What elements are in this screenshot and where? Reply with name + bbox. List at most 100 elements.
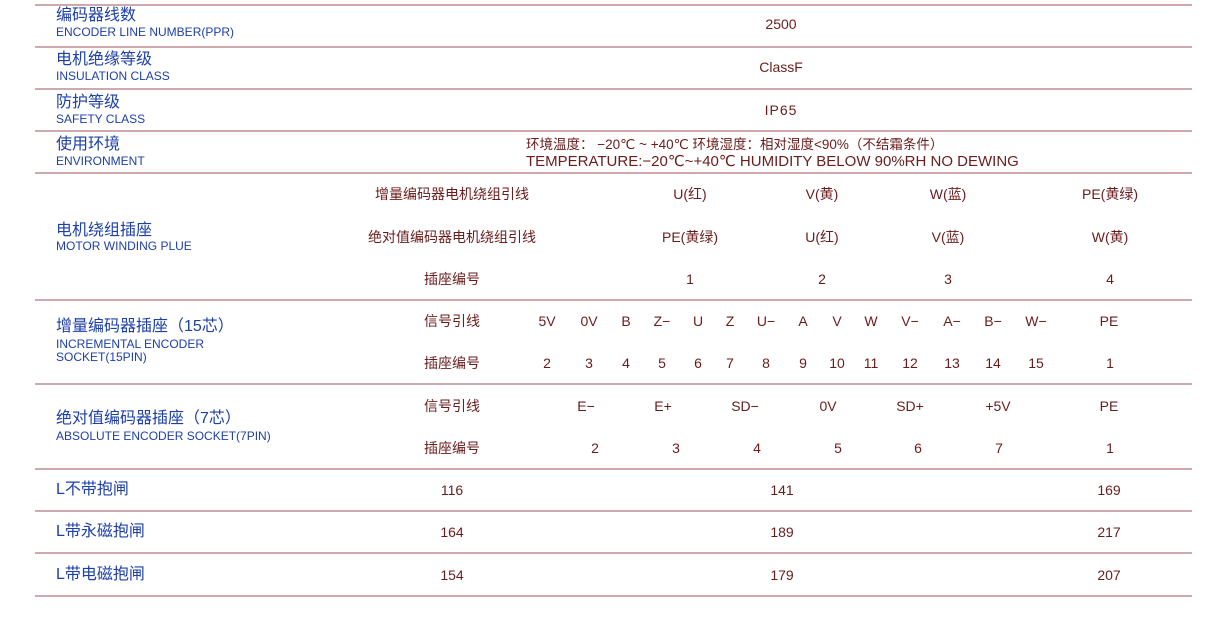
environment-label-zh: 使用环境: [56, 136, 121, 153]
winding-sublabel: 绝对值编码器电机绕组引线: [368, 229, 536, 245]
length-value: 179: [770, 567, 794, 583]
winding-cell: PE(黄绿): [662, 229, 718, 245]
incremental-pin: A−: [943, 313, 961, 329]
incremental-sublabel: 插座编号: [424, 355, 480, 371]
safety-label-en: SAFETY CLASS: [56, 112, 146, 126]
incremental-pin: U−: [756, 313, 776, 329]
absolute-pin: 6: [914, 440, 922, 456]
incremental-pin: 14: [985, 355, 1001, 371]
length-value: 217: [1097, 524, 1121, 540]
absolute-label-zh: 绝对值编码器插座（7芯）: [56, 410, 241, 427]
absolute-pin: PE: [1099, 398, 1119, 414]
incremental-pin: PE: [1099, 313, 1119, 329]
incremental-pin: 7: [726, 355, 734, 371]
insulation-label-en: INSULATION CLASS: [56, 69, 170, 83]
winding-sublabel: 插座编号: [424, 271, 480, 287]
environment-value-zh: 环境温度： −20℃ ~ +40℃ 环境湿度：相对湿度<90%（不结霜条件）: [526, 137, 944, 152]
winding-label-en: MOTOR WINDING PLUE: [56, 239, 192, 253]
length-label: L带永磁抱闸: [56, 523, 145, 540]
incremental-pin: A: [798, 313, 808, 329]
incremental-pin: W−: [1025, 313, 1047, 329]
absolute-pin: 3: [672, 440, 680, 456]
incremental-pin: B: [621, 313, 631, 329]
incremental-pin: 13: [944, 355, 960, 371]
length-label: L带电磁抱闸: [56, 566, 145, 583]
absolute-pin: 2: [591, 440, 599, 456]
environment-label-en: ENVIRONMENT: [56, 154, 145, 168]
absolute-pin: E−: [577, 398, 595, 414]
incremental-pin: W: [864, 313, 878, 329]
winding-cell: 4: [1106, 271, 1114, 287]
length-value: 154: [440, 567, 464, 583]
winding-cell: PE(黄绿): [1082, 186, 1138, 202]
row-divider: [35, 46, 1192, 48]
winding-cell: 2: [818, 271, 826, 287]
encoder-value: 2500: [765, 16, 797, 32]
absolute-pin: 5: [834, 440, 842, 456]
incremental-pin: U: [692, 313, 704, 329]
winding-label-zh: 电机绕组插座: [56, 222, 153, 239]
row-divider: [35, 552, 1192, 554]
length-value: 189: [770, 524, 794, 540]
safety-value: IP65: [764, 102, 798, 118]
incremental-label-zh: 增量编码器插座（15芯）: [56, 318, 234, 335]
encoder-label-en: ENCODER LINE NUMBER(PPR): [56, 25, 235, 39]
winding-cell: W(黄): [1091, 229, 1129, 245]
winding-sublabel: 增量编码器电机绕组引线: [375, 186, 529, 202]
safety-label-zh: 防护等级: [56, 94, 121, 111]
length-value: 141: [770, 482, 794, 498]
incremental-pin: 8: [762, 355, 770, 371]
absolute-pin: E+: [654, 398, 672, 414]
incremental-pin: 3: [585, 355, 593, 371]
length-value: 164: [440, 524, 464, 540]
absolute-pin: 0V: [819, 398, 837, 414]
incremental-pin: 2: [543, 355, 551, 371]
row-divider: [35, 510, 1192, 512]
incremental-sublabel: 信号引线: [424, 313, 480, 329]
winding-cell: V(黄): [805, 186, 839, 202]
incremental-pin: 1: [1106, 355, 1114, 371]
absolute-sublabel: 插座编号: [424, 440, 480, 456]
winding-cell: U(红): [673, 186, 707, 202]
length-value: 169: [1097, 482, 1121, 498]
row-divider: [35, 468, 1192, 470]
absolute-pin: 4: [753, 440, 761, 456]
incremental-pin: 0V: [580, 313, 598, 329]
incremental-pin: 12: [902, 355, 918, 371]
length-label: L不带抱闸: [56, 481, 129, 498]
incremental-pin: 5V: [538, 313, 556, 329]
incremental-pin: Z−: [653, 313, 671, 329]
incremental-pin: 5: [658, 355, 666, 371]
absolute-pin: +5V: [985, 398, 1011, 414]
absolute-pin: SD+: [896, 398, 924, 414]
winding-cell: 3: [944, 271, 952, 287]
insulation-label-zh: 电机绝缘等级: [56, 51, 153, 68]
environment-value-en: TEMPERATURE:−20℃~+40℃ HUMIDITY BELOW 90%…: [526, 153, 1019, 170]
row-divider: [35, 130, 1192, 132]
absolute-pin: 7: [995, 440, 1003, 456]
absolute-sublabel: 信号引线: [424, 398, 480, 414]
row-divider: [35, 4, 1192, 6]
incremental-label-en2: SOCKET(15PIN): [56, 350, 147, 364]
winding-cell: V(蓝): [931, 229, 965, 245]
incremental-pin: 9: [799, 355, 807, 371]
absolute-label-en: ABSOLUTE ENCODER SOCKET(7PIN): [56, 429, 271, 443]
incremental-pin: V−: [901, 313, 919, 329]
incremental-pin: 10: [829, 355, 845, 371]
encoder-label-zh: 编码器线数: [56, 7, 137, 24]
winding-cell: W(蓝): [929, 186, 967, 202]
row-divider: [35, 299, 1192, 301]
incremental-pin: 15: [1028, 355, 1044, 371]
row-divider: [35, 383, 1192, 385]
absolute-pin: SD−: [731, 398, 759, 414]
length-value: 116: [440, 482, 464, 498]
incremental-pin: 6: [694, 355, 702, 371]
row-divider: [35, 172, 1192, 174]
insulation-value: ClassF: [759, 59, 803, 75]
incremental-pin: 4: [622, 355, 630, 371]
incremental-label-en1: INCREMENTAL ENCODER: [56, 337, 205, 351]
absolute-pin: 1: [1106, 440, 1114, 456]
winding-cell: U(红): [805, 229, 839, 245]
row-divider: [35, 595, 1192, 597]
incremental-pin: B−: [984, 313, 1002, 329]
